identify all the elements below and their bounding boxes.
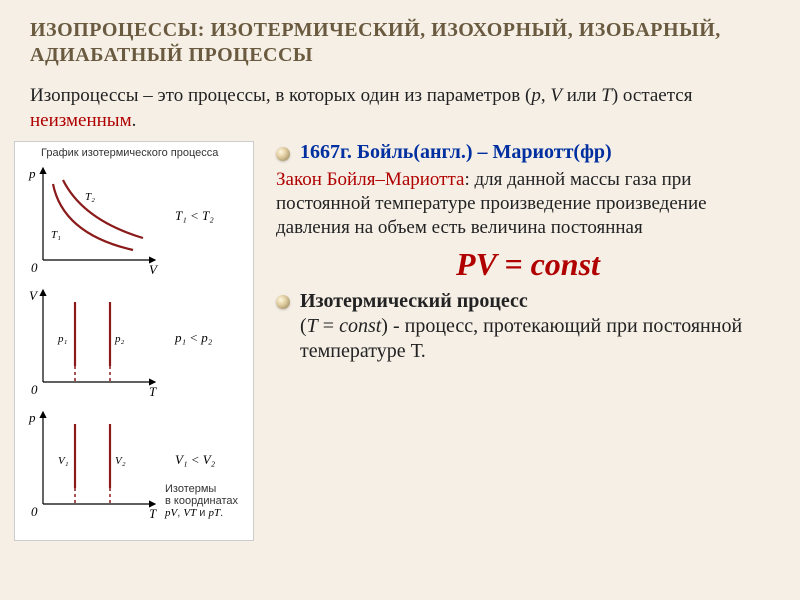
slide-title: ИЗОПРОЦЕССЫ: ИЗОТЕРМИЧЕСКИЙ, ИЗОХОРНЫЙ, …: [30, 18, 770, 68]
content-row: График изотермического процесса p V 0 T₁…: [0, 141, 800, 541]
chart-title: График изотермического процесса: [41, 147, 219, 159]
axis-v-2: V: [29, 288, 39, 303]
zero-1: 0: [31, 260, 38, 275]
iso-block: Изотермический процесс (T = const) - про…: [300, 289, 780, 364]
paren-t: T: [307, 315, 318, 337]
intro-c1: ,: [541, 85, 551, 106]
slide: ИЗОПРОЦЕССЫ: ИЗОТЕРМИЧЕСКИЙ, ИЗОХОРНЫЙ, …: [0, 0, 800, 600]
zero-3: 0: [31, 504, 38, 519]
caption-1: Изотермы: [165, 483, 216, 495]
axis-v-1: V: [149, 262, 159, 277]
intro-c2: или: [562, 85, 601, 106]
label-v1: V₁: [58, 455, 69, 467]
text-column: 1667г. Бойль(англ.) – Мариотт(фр) Закон …: [260, 141, 780, 541]
panel-pv: p V 0 T₁ T₂ T₁ < T₂: [28, 166, 214, 277]
caption-3: pV, VT и pT.: [164, 507, 223, 519]
isotherm-chart: График изотермического процесса p V 0 T₁…: [14, 141, 254, 541]
zero-2: 0: [31, 382, 38, 397]
title-bar: ИЗОПРОЦЕССЫ: ИЗОТЕРМИЧЕСКИЙ, ИЗОХОРНЫЙ, …: [0, 0, 800, 80]
chart-svg: График изотермического процесса p V 0 T₁…: [15, 142, 255, 542]
iso-title: Изотермический процесс: [300, 290, 528, 312]
bullet-icon: [276, 295, 290, 309]
rel-3: V₁ < V₂: [175, 452, 216, 467]
paren-eq: =: [318, 315, 339, 337]
label-p1: p₁: [57, 333, 68, 345]
intro-red: неизменным: [30, 110, 132, 131]
bullet-icon: [276, 147, 290, 161]
rel-2: p₁ < p₂: [174, 330, 213, 345]
paren-c: const: [339, 315, 381, 337]
panel-pt: p T 0 V₁ V₂ V₁ < V₂ Изотермы в координат…: [28, 410, 238, 521]
axis-t-3: T: [149, 506, 157, 521]
bullet-1: 1667г. Бойль(англ.) – Мариотт(фр): [276, 141, 780, 164]
intro-p: p: [531, 85, 541, 106]
intro-pre: Изопроцессы – это процессы, в которых од…: [30, 85, 531, 106]
panel-vt: V T 0 p₁ p₂ p₁ < p₂: [29, 288, 213, 399]
label-t1: T₁: [51, 229, 61, 241]
paren-pre: (: [300, 315, 307, 337]
label-p2: p₂: [114, 333, 125, 345]
axis-t-2: T: [149, 384, 157, 399]
caption-2: в координатах: [165, 495, 238, 507]
intro-text: Изопроцессы – это процессы, в которых од…: [0, 80, 800, 141]
axis-p-3: p: [28, 410, 36, 425]
axis-p-1: p: [28, 166, 36, 181]
intro-t: T: [601, 85, 612, 106]
label-t2: T₂: [85, 191, 95, 203]
law-title: Закон Бойля–Мариотта: [276, 169, 464, 190]
intro-mid: ) остается: [612, 85, 693, 106]
intro-v: V: [550, 85, 562, 106]
law-paragraph: Закон Бойля–Мариотта: для данной массы г…: [276, 168, 780, 239]
bullet-2: Изотермический процесс (T = const) - про…: [276, 289, 780, 364]
label-v2: V₂: [115, 455, 126, 467]
paren-post: ): [381, 315, 388, 337]
line-1667: 1667г. Бойль(англ.) – Мариотт(фр): [300, 141, 612, 164]
iso-body: (T = const) - процесс, протекающий при п…: [300, 315, 742, 362]
intro-end: .: [132, 110, 137, 131]
rel-1: T₁ < T₂: [175, 208, 214, 223]
chart-column: График изотермического процесса p V 0 T₁…: [10, 141, 260, 541]
formula: PV = const: [276, 246, 780, 283]
